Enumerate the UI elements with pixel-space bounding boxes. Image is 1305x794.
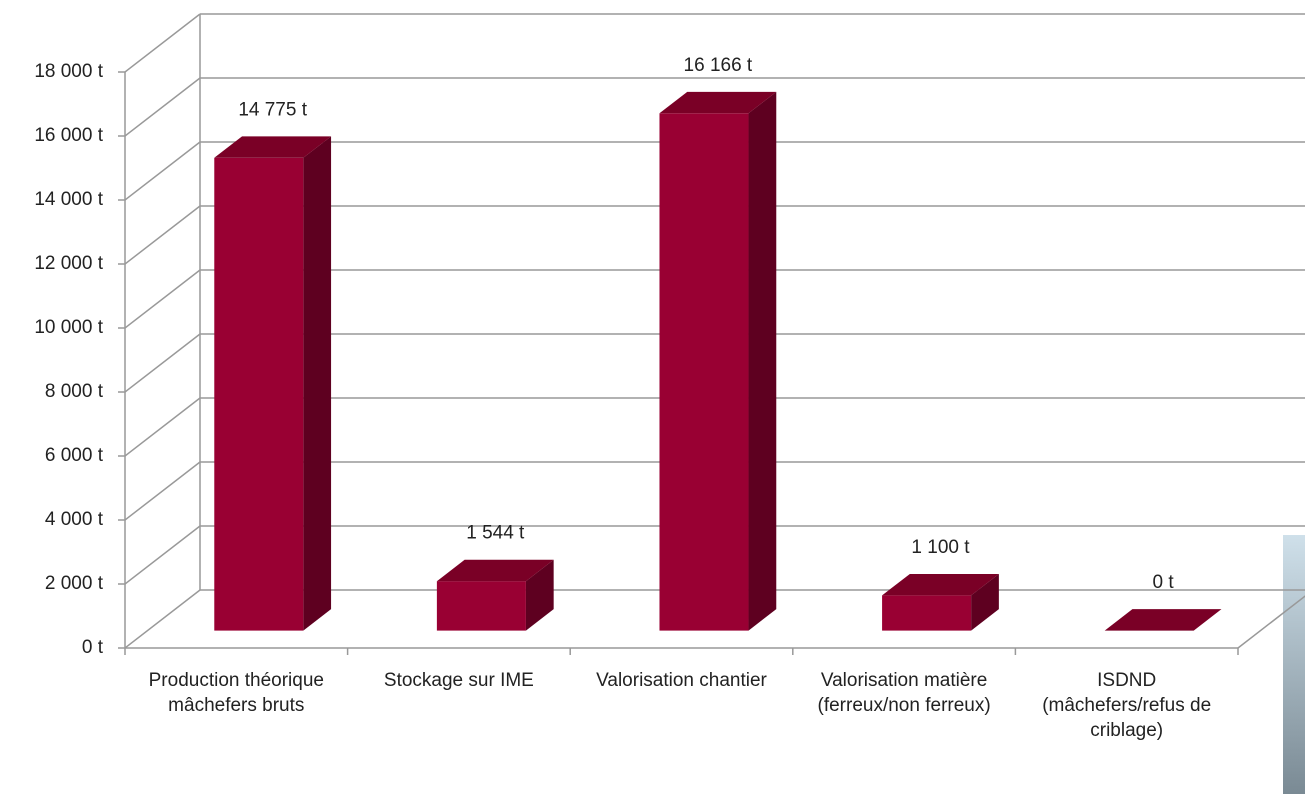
bar — [214, 157, 304, 631]
bar — [659, 113, 749, 631]
grid-line — [124, 333, 201, 393]
x-tick-label: Stockage sur IME — [383, 670, 534, 691]
grid-line — [124, 13, 201, 73]
y-tick-label: 12 000 t — [34, 253, 103, 274]
y-tick-label: 8 000 t — [45, 381, 104, 402]
y-tick-label: 6 000 t — [45, 445, 104, 466]
y-tick-label: 4 000 t — [45, 509, 104, 530]
x-tick-label: Valorisation chantier — [596, 670, 767, 691]
grid-line — [124, 77, 201, 137]
bar-side — [525, 559, 554, 631]
value-label: 14 775 t — [238, 99, 307, 120]
value-label: 1 544 t — [466, 523, 525, 544]
bar-top — [1104, 609, 1222, 631]
y-tick-label: 14 000 t — [34, 189, 103, 210]
grid-line — [124, 589, 201, 649]
y-tick-label: 0 t — [82, 637, 104, 658]
bar-top — [214, 136, 332, 158]
value-label: 0 t — [1153, 572, 1175, 593]
grid-line — [124, 397, 201, 457]
x-tick-label: Valorisation matière (ferreux/non ferreu… — [817, 670, 991, 716]
y-tick-label: 16 000 t — [34, 125, 103, 146]
grid-line — [124, 141, 201, 201]
x-tick-label: Production théorique mâchefers bruts — [148, 670, 324, 716]
value-label: 16 166 t — [684, 55, 753, 76]
bar-top — [659, 91, 777, 114]
grid-line — [124, 205, 201, 265]
y-tick-label: 10 000 t — [34, 317, 103, 338]
photo-edge — [1283, 535, 1305, 794]
value-label: 1 100 t — [911, 537, 970, 558]
grid-line — [124, 461, 201, 521]
bar-side — [971, 573, 999, 631]
grid-line — [124, 525, 201, 585]
bar — [882, 595, 972, 631]
y-tick-label: 18 000 t — [34, 61, 103, 82]
grid-line — [124, 269, 201, 329]
x-tick-label: ISDND (mâchefers/refus de criblage) — [1042, 670, 1212, 741]
bar — [436, 581, 526, 631]
y-tick-label: 2 000 t — [45, 573, 104, 594]
floor-edge — [1237, 595, 1305, 649]
bar-top — [436, 559, 554, 582]
bar-top — [882, 573, 999, 596]
bar-side — [748, 91, 777, 631]
bar-side — [303, 136, 332, 631]
